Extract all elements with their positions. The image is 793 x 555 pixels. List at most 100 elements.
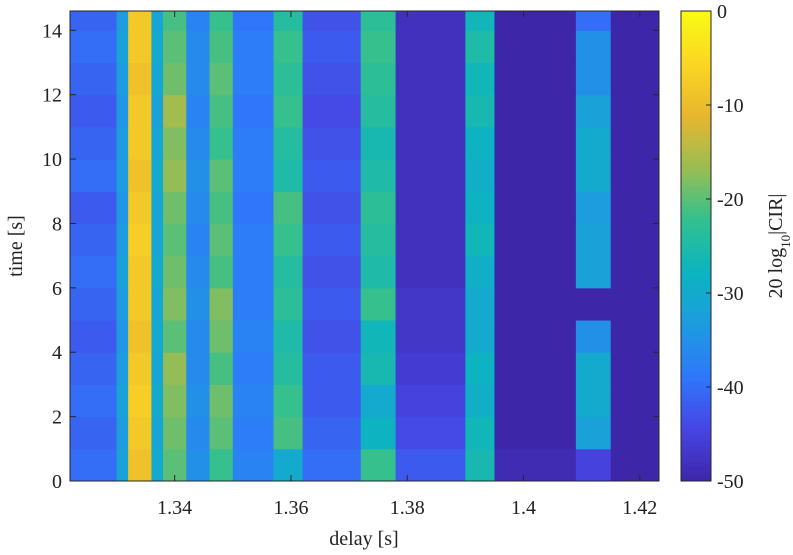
colorbar-tick-label: -30 xyxy=(717,283,744,305)
colorbar-swatch xyxy=(681,161,711,167)
heatmap-cell xyxy=(494,30,577,64)
heatmap-cell xyxy=(360,30,397,64)
heatmap-cell xyxy=(163,159,187,192)
heatmap-cell xyxy=(575,320,612,353)
heatmap-cell xyxy=(273,62,304,96)
colorbar-swatch xyxy=(681,451,711,457)
heatmap-cell xyxy=(395,287,466,321)
heatmap-cell xyxy=(465,126,495,160)
heatmap-cell xyxy=(232,287,275,321)
heatmap-cell xyxy=(232,416,275,450)
heatmap-cell xyxy=(360,287,397,321)
y-tick-label: 6 xyxy=(52,278,62,300)
heatmap-cell xyxy=(116,223,129,257)
colorbar-swatch xyxy=(681,361,711,367)
heatmap-cell xyxy=(186,320,211,353)
heatmap-cell xyxy=(302,62,362,96)
heatmap-cell xyxy=(302,448,362,482)
heatmap-cell xyxy=(360,94,397,128)
y-tick-label: 8 xyxy=(52,213,62,235)
colorbar-swatch xyxy=(681,231,711,237)
heatmap-cell xyxy=(360,223,397,257)
heatmap-cell xyxy=(465,448,495,482)
heatmap-cell xyxy=(163,352,187,385)
heatmap-cell xyxy=(494,352,577,385)
heatmap-cell xyxy=(209,11,234,31)
colorbar-swatch xyxy=(681,26,711,32)
heatmap-cell xyxy=(209,62,234,96)
heatmap-cell xyxy=(575,30,612,64)
colorbar-swatch xyxy=(681,456,711,462)
heatmap-cell xyxy=(494,255,577,289)
heatmap-cell xyxy=(494,448,577,482)
heatmap-cell xyxy=(302,384,362,418)
colorbar-swatch xyxy=(681,166,711,172)
heatmap-cell xyxy=(360,384,397,418)
heatmap-cell xyxy=(116,448,129,482)
colorbar-swatch xyxy=(681,271,711,277)
heatmap-cell xyxy=(273,352,304,385)
heatmap-cell xyxy=(116,287,129,321)
colorbar-swatch xyxy=(681,336,711,342)
colorbar-swatch xyxy=(681,391,711,397)
colorbar-swatch xyxy=(681,196,711,202)
heatmap-cell xyxy=(465,223,495,257)
heatmap-cell xyxy=(128,62,152,96)
heatmap-cell xyxy=(302,287,362,321)
heatmap-cell xyxy=(209,255,234,289)
heatmap-cell xyxy=(395,62,466,96)
heatmap-cell xyxy=(151,448,164,482)
heatmap-cell xyxy=(395,94,466,128)
heatmap-cell xyxy=(70,448,118,482)
heatmap-cell xyxy=(128,416,152,450)
x-tick-label: 1.38 xyxy=(390,497,425,519)
heatmap-cell xyxy=(163,11,187,31)
heatmap-cell xyxy=(232,30,275,64)
heatmap-cell xyxy=(465,94,495,128)
heatmap-cell xyxy=(610,191,660,224)
heatmap-cell xyxy=(465,320,495,353)
heatmap-cell xyxy=(186,11,211,31)
heatmap-cell xyxy=(360,416,397,450)
heatmap-cell xyxy=(494,62,577,96)
heatmap-cell xyxy=(70,384,118,418)
heatmap-cell xyxy=(360,62,397,96)
heatmap-cell xyxy=(232,94,275,128)
y-tick-label: 4 xyxy=(52,342,62,364)
colorbar-swatch xyxy=(681,71,711,77)
heatmap-cell xyxy=(116,126,129,160)
heatmap-cell xyxy=(302,94,362,128)
heatmap-cell xyxy=(186,384,211,418)
heatmap-cell xyxy=(70,30,118,64)
colorbar-swatch xyxy=(681,381,711,387)
colorbar-swatch xyxy=(681,256,711,262)
colorbar-swatch xyxy=(681,46,711,52)
y-tick-label: 0 xyxy=(52,471,62,493)
heatmap-cell xyxy=(151,384,164,418)
heatmap-cell xyxy=(163,223,187,257)
heatmap-cell xyxy=(209,223,234,257)
colorbar-swatch xyxy=(681,211,711,217)
heatmap-cell xyxy=(163,448,187,482)
heatmap-cell xyxy=(302,30,362,64)
y-tick-label: 12 xyxy=(42,85,62,107)
heatmap-cell xyxy=(151,191,164,224)
colorbar-swatch xyxy=(681,356,711,362)
heatmap-cell xyxy=(70,126,118,160)
heatmap-cell xyxy=(128,159,152,192)
heatmap-cell xyxy=(70,11,118,31)
colorbar-swatch xyxy=(681,11,711,17)
colorbar-swatch xyxy=(681,66,711,72)
colorbar-tick-label: -20 xyxy=(717,189,744,211)
heatmap-cell xyxy=(494,11,577,31)
heatmap-cell xyxy=(70,287,118,321)
heatmap-cell xyxy=(273,223,304,257)
colorbar-swatch xyxy=(681,146,711,152)
colorbar-swatch xyxy=(681,421,711,427)
colorbar-label-text: 20 log xyxy=(765,248,787,299)
colorbar-swatch xyxy=(681,371,711,377)
heatmap-cell xyxy=(128,352,152,385)
colorbar-swatch xyxy=(681,441,711,447)
colorbar-swatch xyxy=(681,201,711,207)
colorbar-swatch xyxy=(681,61,711,67)
